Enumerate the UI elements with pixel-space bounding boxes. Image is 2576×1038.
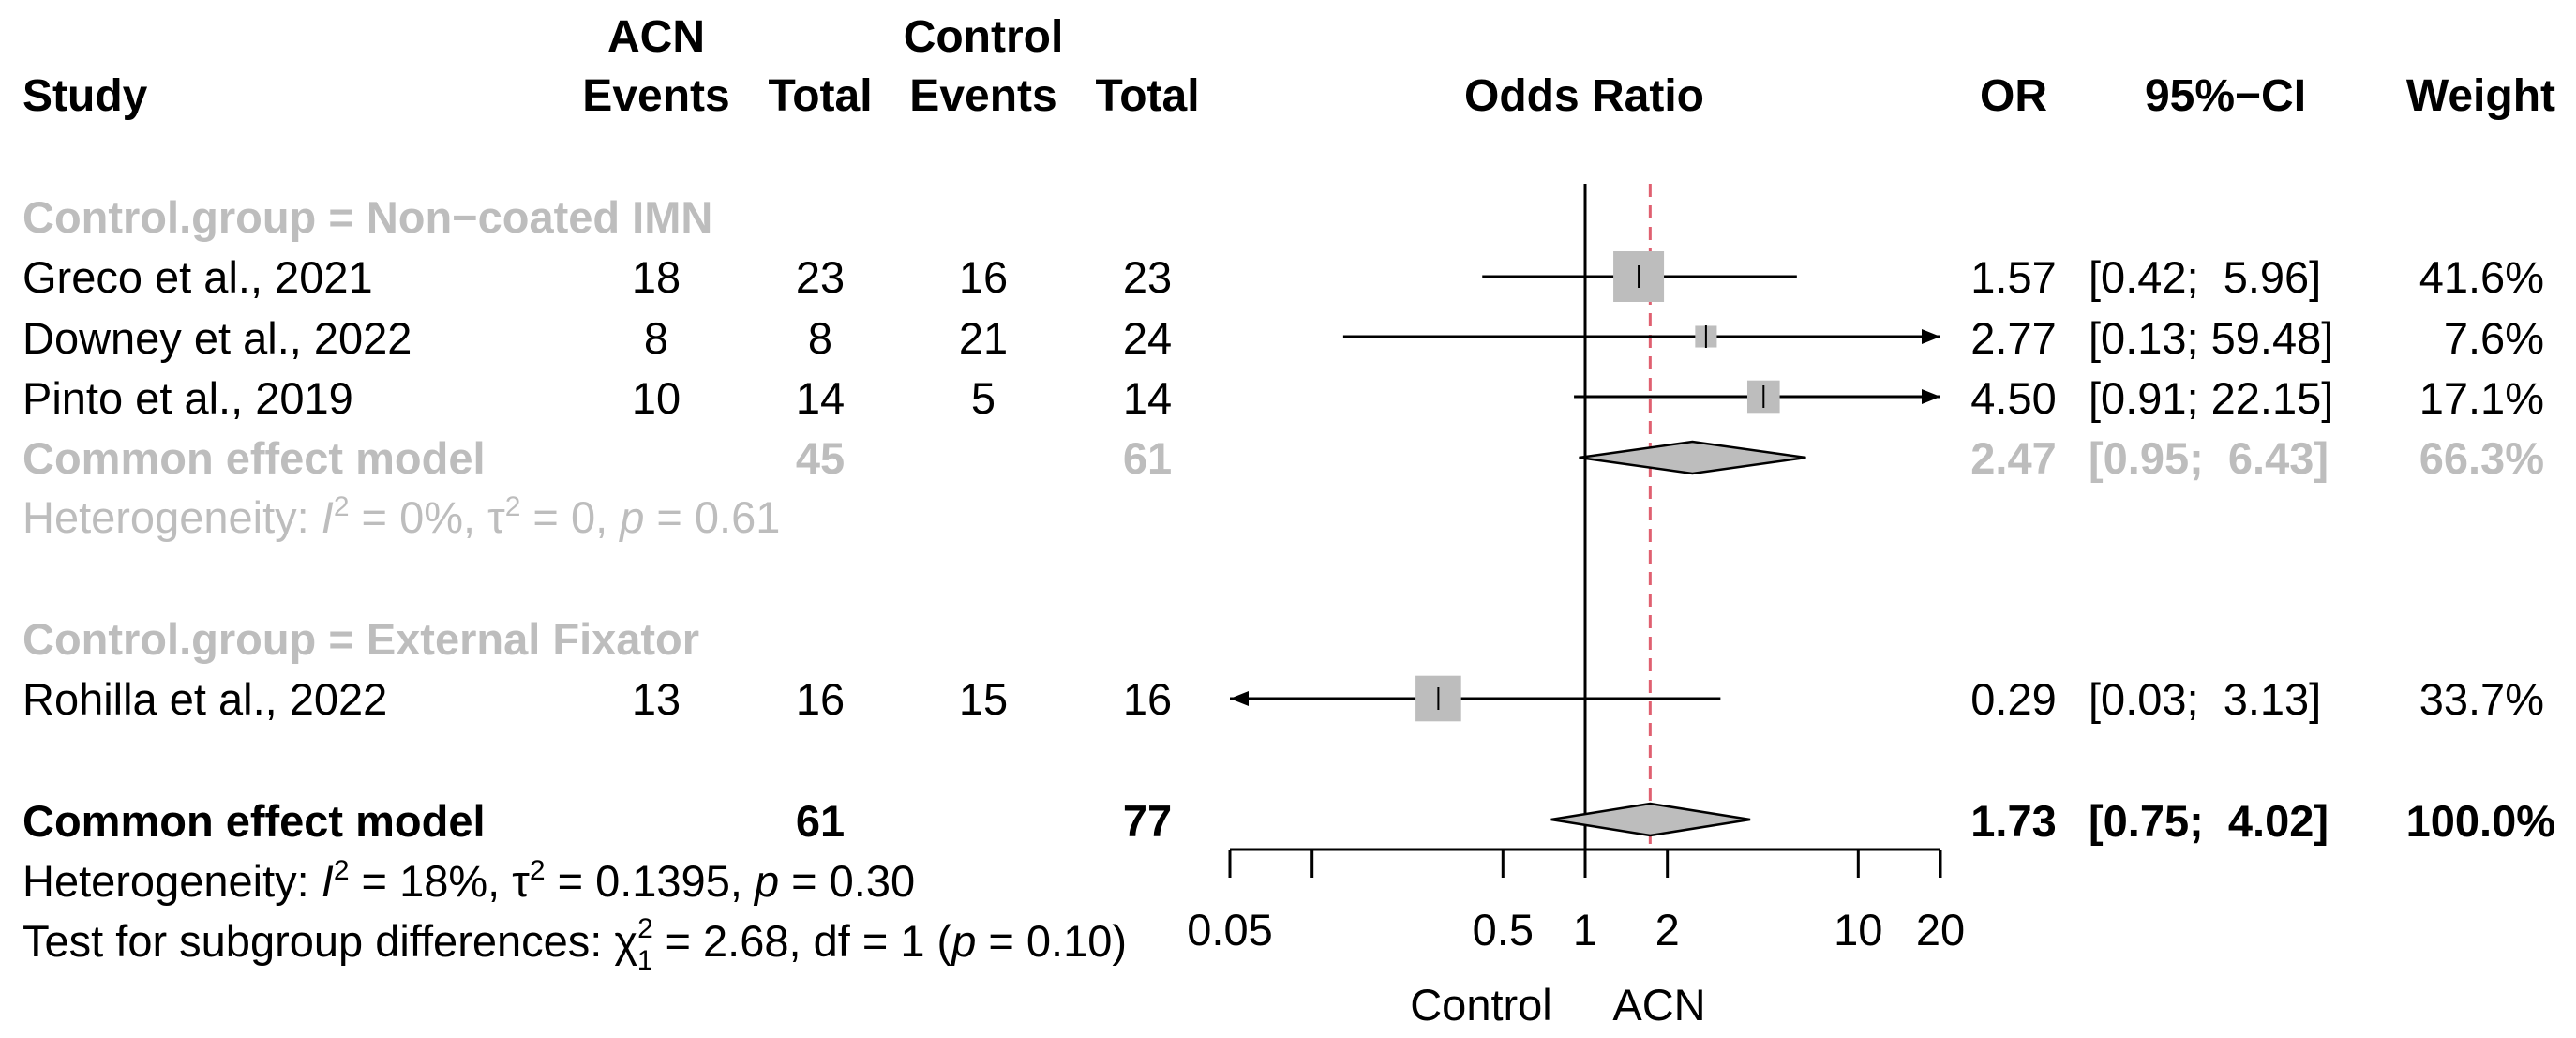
header-events-b: Events <box>909 71 1056 121</box>
study-row: Greco et al., 2021 18 23 16 23 1.57 [0.4… <box>22 252 2544 302</box>
subgroup-diamond <box>1579 440 1806 475</box>
weight-value: 17.1% <box>2419 373 2544 423</box>
subgroup-model-row: Common effect model 45 61 2.47 [0.95; 6.… <box>22 433 2544 483</box>
header-total-b: Total <box>1095 71 1199 121</box>
header-ci: 95%−CI <box>2145 71 2306 121</box>
total-a: 14 <box>796 373 845 423</box>
subgroup-label: Control.group = External Fixator <box>22 614 699 664</box>
model-or: 2.47 <box>1970 433 2056 483</box>
study-row: Pinto et al., 2019 10 14 5 14 4.50 [0.91… <box>22 373 2544 423</box>
overall-or: 1.73 <box>1970 796 2056 846</box>
header-weight: Weight <box>2406 71 2555 121</box>
model-ci: [0.95; 6.43] <box>2089 433 2329 483</box>
column-headers: Study ACN Events Total Control Events To… <box>22 12 2555 121</box>
header-group-a: ACN <box>607 12 705 62</box>
overall-weight: 100.0% <box>2406 796 2555 846</box>
heterogeneity-overall: Heterogeneity: I2 = 18%, τ2 = 0.1395, p … <box>22 855 915 906</box>
weight-value: 7.6% <box>2444 313 2544 363</box>
x-axis-right-label: ACN <box>1612 980 1705 1030</box>
events-b: 15 <box>959 674 1008 724</box>
subgroup-label: Control.group = Non−coated IMN <box>22 192 712 242</box>
ci-value: [0.42; 5.96] <box>2089 252 2321 302</box>
or-value: 4.50 <box>1970 373 2056 423</box>
overall-total-b: 77 <box>1123 796 1172 846</box>
study-name: Rohilla et al., 2022 <box>22 674 387 724</box>
model-total-a: 45 <box>796 433 845 483</box>
subgroup-differences-test: Test for subgroup differences: χ2 1 = 2.6… <box>22 913 1127 976</box>
overall-label: Common effect model <box>22 796 486 846</box>
model-label: Common effect model <box>22 433 486 483</box>
events-a: 10 <box>632 373 681 423</box>
header-total-a: Total <box>768 71 872 121</box>
header-events-a: Events <box>582 71 729 121</box>
weight-value: 41.6% <box>2419 252 2544 302</box>
events-b: 5 <box>971 373 996 423</box>
model-total-b: 61 <box>1123 433 1172 483</box>
events-b: 21 <box>959 313 1008 363</box>
x-tick-label: 0.5 <box>1473 905 1534 955</box>
ci-arrow-right <box>1922 329 1940 344</box>
x-tick-label: 10 <box>1834 905 1882 955</box>
overall-diamond <box>1550 802 1751 837</box>
events-a: 18 <box>632 252 681 302</box>
forest-panel <box>1230 184 1940 849</box>
x-axis: Control ACN 0.05 0.5 1 2 10 20 <box>1187 848 1965 1030</box>
or-value: 2.77 <box>1970 313 2056 363</box>
x-axis-left-label: Control <box>1410 980 1552 1030</box>
total-b: 16 <box>1123 674 1172 724</box>
events-b: 16 <box>959 252 1008 302</box>
ci-value: [0.03; 3.13] <box>2089 674 2321 724</box>
overall-total-a: 61 <box>796 796 845 846</box>
events-a: 13 <box>632 674 681 724</box>
header-or: OR <box>1980 71 2047 121</box>
total-a: 8 <box>808 313 832 363</box>
ci-arrow-right <box>1922 389 1940 404</box>
study-row: Downey et al., 2022 8 8 21 24 2.77 [0.13… <box>22 313 2544 363</box>
weight-value: 33.7% <box>2419 674 2544 724</box>
header-measure: Odds Ratio <box>1464 71 1704 121</box>
overall-ci: [0.75; 4.02] <box>2089 796 2329 846</box>
study-row: Rohilla et al., 2022 13 16 15 16 0.29 [0… <box>22 674 2544 724</box>
total-b: 23 <box>1123 252 1172 302</box>
ci-value: [0.91; 22.15] <box>2089 373 2333 423</box>
x-tick-label: 1 <box>1573 905 1597 955</box>
or-value: 1.57 <box>1970 252 2056 302</box>
study-name: Downey et al., 2022 <box>22 313 412 363</box>
total-a: 16 <box>796 674 845 724</box>
total-b: 14 <box>1123 373 1172 423</box>
study-name: Greco et al., 2021 <box>22 252 373 302</box>
x-tick-label: 2 <box>1655 905 1680 955</box>
heterogeneity-subgroup: Heterogeneity: I2 = 0%, τ2 = 0, p = 0.61 <box>22 491 780 542</box>
ci-value: [0.13; 59.48] <box>2089 313 2333 363</box>
header-study: Study <box>22 71 148 121</box>
model-weight: 66.3% <box>2419 433 2544 483</box>
study-name: Pinto et al., 2019 <box>22 373 353 423</box>
header-group-b: Control <box>904 12 1064 62</box>
or-value: 0.29 <box>1970 674 2056 724</box>
x-tick-label: 0.05 <box>1187 905 1272 955</box>
ci-arrow-left <box>1230 691 1249 706</box>
events-a: 8 <box>644 313 668 363</box>
x-tick-label: 20 <box>1916 905 1965 955</box>
overall-model-row: Common effect model 61 77 1.73 [0.75; 4.… <box>22 796 2555 846</box>
total-a: 23 <box>796 252 845 302</box>
total-b: 24 <box>1123 313 1172 363</box>
